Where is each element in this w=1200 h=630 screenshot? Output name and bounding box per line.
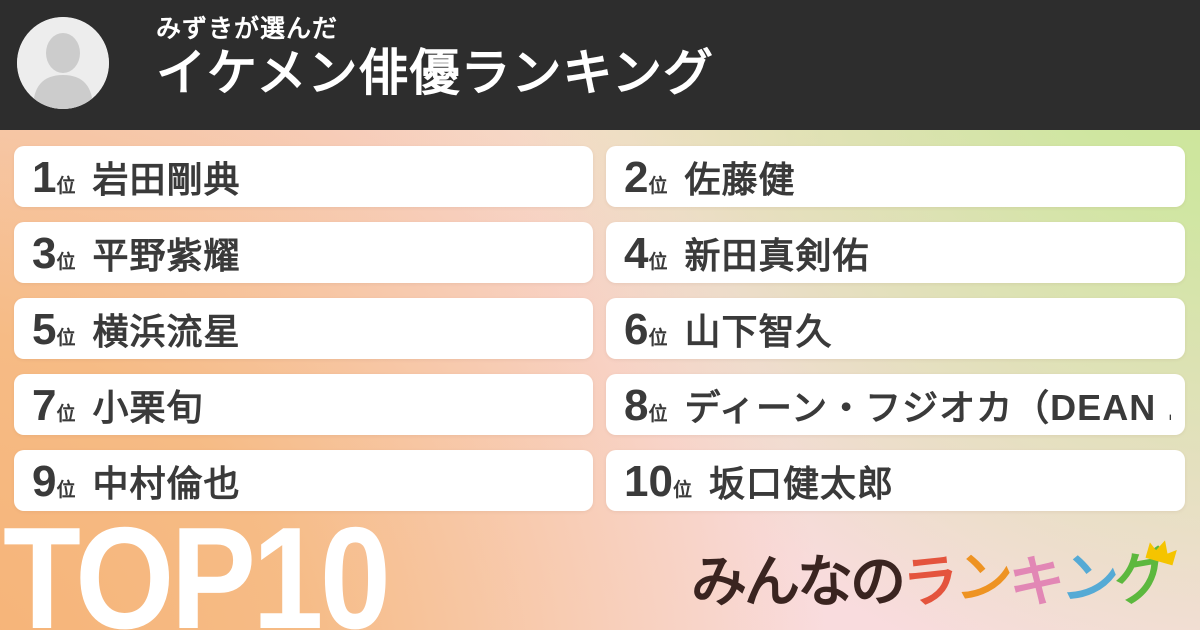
rank-suffix: 位 bbox=[56, 403, 76, 425]
logo-char: ン bbox=[953, 544, 1012, 613]
person-icon bbox=[17, 17, 109, 109]
rank-number: 7 bbox=[32, 380, 57, 430]
rank-suffix: 位 bbox=[648, 175, 668, 197]
logo-char: キ bbox=[1007, 548, 1064, 615]
ranking-card-1: 1位 岩田剛典 bbox=[14, 146, 593, 207]
crown-icon bbox=[1143, 534, 1181, 568]
ranking-card-7: 7位 小栗旬 bbox=[14, 374, 593, 435]
rank-number: 9 bbox=[32, 456, 57, 506]
rank-suffix: 位 bbox=[648, 403, 668, 425]
ranking-grid: 1位 岩田剛典 2位 佐藤健 3位 平野紫耀 4位 新田真剣佑 5位 横浜流星 bbox=[14, 146, 1185, 511]
ranking-entry: 9位 中村倫也 bbox=[32, 455, 579, 507]
rank-number: 4 bbox=[624, 228, 649, 278]
rank-suffix: 位 bbox=[648, 327, 668, 349]
rank-suffix: 位 bbox=[56, 327, 76, 349]
ranking-card-5: 5位 横浜流星 bbox=[14, 298, 593, 359]
entry-name: 山下智久 bbox=[684, 310, 833, 352]
rank-suffix: 位 bbox=[672, 479, 692, 501]
rank-number: 10 bbox=[624, 456, 673, 506]
logo-prefix-text: みんなの bbox=[691, 550, 906, 613]
ranking-entry: 5位 横浜流星 bbox=[32, 303, 579, 355]
ranking-entry: 4位 新田真剣佑 bbox=[624, 227, 1171, 279]
ranking-card-8: 8位 ディーン・フジオカ（DEAN ... bbox=[606, 374, 1185, 435]
avatar bbox=[17, 17, 109, 109]
ranking-entry: 8位 ディーン・フジオカ（DEAN ... bbox=[624, 379, 1171, 431]
rank-number: 1 bbox=[32, 152, 57, 202]
header-text: みずきが選んだ イケメン俳優ランキング bbox=[156, 14, 714, 103]
ranking-author-label: みずきが選んだ bbox=[156, 15, 339, 43]
entry-name: 平野紫耀 bbox=[92, 234, 241, 276]
entry-name: 佐藤健 bbox=[684, 158, 796, 200]
entry-name: ディーン・フジオカ（DEAN ... bbox=[684, 386, 1172, 428]
ranking-card-2: 2位 佐藤健 bbox=[606, 146, 1185, 207]
ranking-entry: 10位 坂口健太郎 bbox=[624, 455, 1171, 507]
ranking-card-3: 3位 平野紫耀 bbox=[14, 222, 593, 283]
rank-number: 5 bbox=[32, 304, 57, 354]
entry-name: 中村倫也 bbox=[92, 462, 241, 504]
rank-suffix: 位 bbox=[56, 175, 76, 197]
top10-label: TOP10 bbox=[3, 497, 391, 630]
ranking-card-10: 10位 坂口健太郎 bbox=[606, 450, 1185, 511]
rank-number: 8 bbox=[624, 380, 649, 430]
rank-number: 2 bbox=[624, 152, 649, 202]
ranking-entry: 2位 佐藤健 bbox=[624, 151, 1171, 203]
ranking-card-6: 6位 山下智久 bbox=[606, 298, 1185, 359]
ranking-entry: 1位 岩田剛典 bbox=[32, 151, 579, 203]
logo-char: ラ bbox=[899, 547, 960, 616]
entry-name: 横浜流星 bbox=[92, 310, 241, 352]
entry-name: 岩田剛典 bbox=[92, 158, 241, 200]
header: みずきが選んだ イケメン俳優ランキング bbox=[0, 0, 1200, 130]
minna-no-ranking-logo: みんなのランキング bbox=[691, 540, 1177, 616]
entry-name: 新田真剣佑 bbox=[684, 234, 870, 276]
ranking-entry: 7位 小栗旬 bbox=[32, 379, 579, 431]
ranking-entry: 6位 山下智久 bbox=[624, 303, 1171, 355]
ranking-entry: 3位 平野紫耀 bbox=[32, 227, 579, 279]
rank-suffix: 位 bbox=[56, 251, 76, 273]
rank-suffix: 位 bbox=[56, 479, 76, 501]
page-title: イケメン俳優ランキング bbox=[156, 45, 714, 101]
rank-number: 6 bbox=[624, 304, 649, 354]
rank-number: 3 bbox=[32, 228, 57, 278]
ranking-card-9: 9位 中村倫也 bbox=[14, 450, 593, 511]
entry-name: 小栗旬 bbox=[92, 386, 204, 428]
rank-suffix: 位 bbox=[648, 251, 668, 273]
ranking-card-4: 4位 新田真剣佑 bbox=[606, 222, 1185, 283]
entry-name: 坂口健太郎 bbox=[708, 462, 894, 504]
